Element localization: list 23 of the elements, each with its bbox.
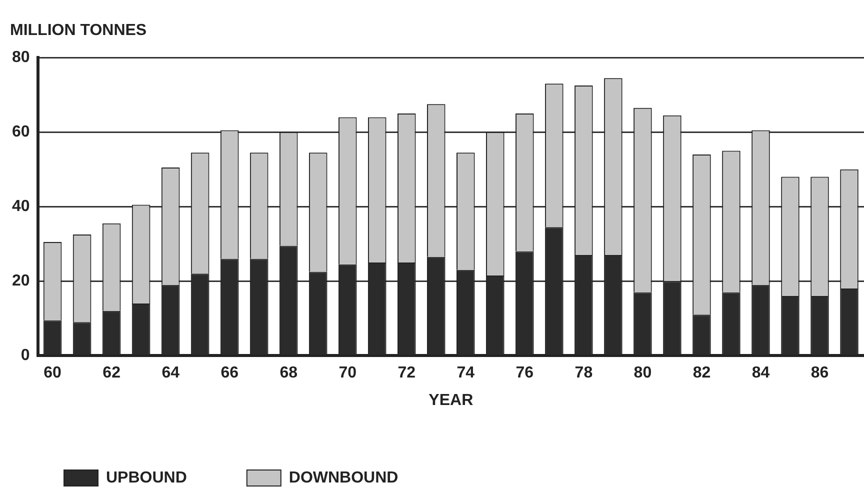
x-tick-label: 80: [634, 364, 652, 382]
x-tick-label: 70: [338, 364, 357, 382]
legend-label: DOWNBOUND: [288, 469, 398, 486]
x-tick-label: 74: [456, 364, 475, 382]
x-tick-label: 66: [220, 364, 239, 382]
x-tick-label: 60: [44, 364, 62, 382]
y-axis-title: MILLION TONNES: [10, 22, 147, 40]
x-tick-label: 72: [398, 364, 416, 382]
x-tick-label: 68: [280, 364, 298, 382]
y-tick-label: 80: [12, 49, 30, 66]
x-tick-label: 76: [516, 364, 534, 382]
x-tick-label: 78: [574, 364, 593, 382]
legend-label: UPBOUND: [106, 469, 187, 486]
x-tick-label: 86: [810, 364, 829, 382]
x-tick-label: 64: [162, 364, 180, 382]
y-tick-label: 0: [20, 347, 30, 364]
y-tick-label: 40: [12, 198, 30, 216]
x-tick-label: 62: [102, 364, 121, 382]
x-tick-label: 82: [692, 364, 711, 382]
y-tick-label: 20: [12, 272, 30, 290]
x-axis-title: YEAR: [428, 392, 474, 409]
y-tick-label: 60: [12, 124, 30, 141]
x-tick-label: 84: [752, 364, 770, 382]
